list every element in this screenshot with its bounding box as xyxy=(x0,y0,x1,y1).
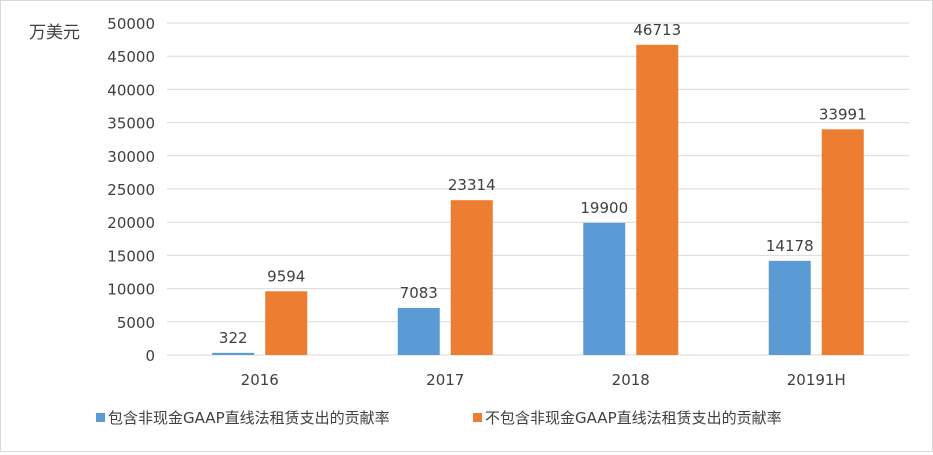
y-tick-label: 25000 xyxy=(107,181,155,199)
legend-swatch-1 xyxy=(96,413,105,422)
y-tick-label: 0 xyxy=(145,347,155,365)
bars xyxy=(212,44,864,355)
legend-swatch-2 xyxy=(473,413,482,422)
data-label: 7083 xyxy=(400,284,438,302)
legend-label-1: 包含非现金GAAP直线法租赁支出的贡献率 xyxy=(108,409,390,427)
y-axis-ticks: 0 5000 10000 15000 20000 25000 30000 35000 40000… xyxy=(107,15,155,365)
y-tick-label: 35000 xyxy=(107,115,155,133)
data-label: 23314 xyxy=(448,176,496,194)
x-tick-label: 2018 xyxy=(612,371,650,389)
legend: 包含非现金GAAP直线法租赁支出的贡献率 不包含非现金GAAP直线法租赁支出的贡献… xyxy=(96,409,782,427)
data-label: 19900 xyxy=(580,199,628,217)
bar-series-2 xyxy=(636,44,679,355)
data-label: 14178 xyxy=(766,237,814,255)
y-tick-label: 15000 xyxy=(107,247,155,265)
bar-series-2 xyxy=(450,200,493,355)
x-tick-label: 2017 xyxy=(426,371,464,389)
bar-series-2 xyxy=(265,291,308,355)
bar-series-2 xyxy=(821,129,864,355)
y-tick-label: 45000 xyxy=(107,48,155,66)
data-labels: 322 9594 7083 23314 19900 46713 14178 33991 xyxy=(219,21,867,347)
bar-series-1 xyxy=(397,307,440,355)
y-tick-label: 30000 xyxy=(107,148,155,166)
bar-series-1 xyxy=(768,260,811,355)
legend-label-2: 不包含非现金GAAP直线法租赁支出的贡献率 xyxy=(485,409,782,427)
bar-series-1 xyxy=(583,222,626,355)
y-tick-label: 40000 xyxy=(107,81,155,99)
x-axis-ticks: 2016 2017 2018 20191H xyxy=(241,371,846,389)
x-tick-label: 20191H xyxy=(787,371,846,389)
y-tick-label: 20000 xyxy=(107,214,155,232)
y-axis-title: 万美元 xyxy=(29,23,80,43)
bar-series-1 xyxy=(212,352,255,355)
data-label: 33991 xyxy=(819,105,867,123)
data-label: 9594 xyxy=(267,267,305,285)
y-tick-label: 10000 xyxy=(107,281,155,299)
data-label: 46713 xyxy=(633,21,681,39)
x-tick-label: 2016 xyxy=(241,371,279,389)
y-tick-label: 50000 xyxy=(107,15,155,33)
data-label: 322 xyxy=(219,329,248,347)
y-tick-label: 5000 xyxy=(117,314,155,332)
